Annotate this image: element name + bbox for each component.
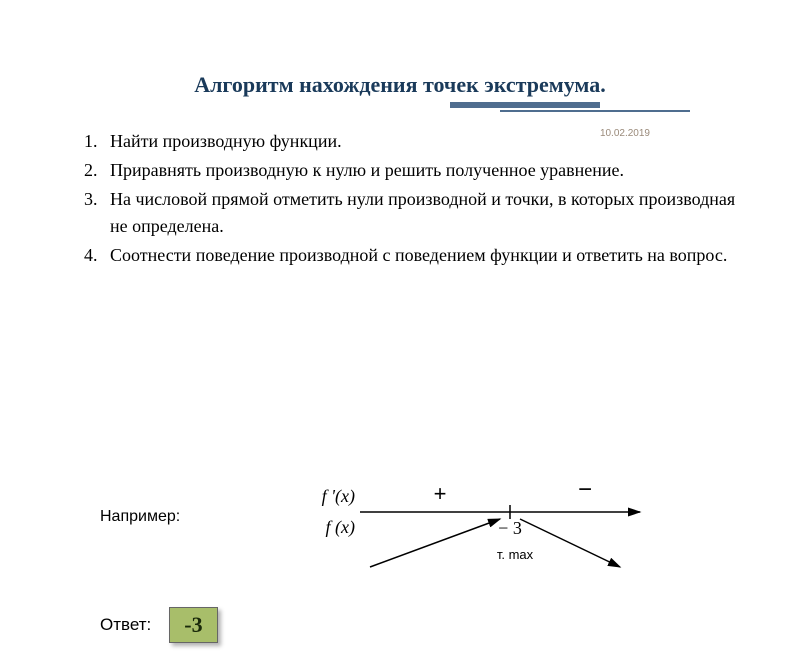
plus-sign: + [434,481,447,506]
max-label: т. max [497,547,534,562]
f-prime-label: f '(x) [322,486,355,507]
answer-row: Ответ: -3 [100,607,218,643]
minus-sign: − [578,476,592,503]
list-item: Приравнять производную к нулю и решить п… [102,157,740,184]
point-label: − 3 [498,518,522,538]
answer-label: Ответ: [100,615,151,635]
page-title: Алгоритм нахождения точек экстремума. [0,72,800,98]
example-section: Например: f '(x) f (x) + − − 3 т. max [100,467,760,587]
steps-list: Найти производную функции. Приравнять пр… [70,128,740,269]
f-label: f (x) [326,517,355,538]
decorative-bar [450,102,680,114]
bar-thin [500,110,690,112]
number-line-diagram: f '(x) f (x) + − − 3 т. max [300,467,660,587]
answer-box: -3 [169,607,217,643]
date-text: 10.02.2019 [600,128,650,139]
example-label: Например: [100,507,200,526]
list-item: Соотнести поведение производной с поведе… [102,242,740,269]
list-item: На числовой прямой отметить нули произво… [102,186,740,240]
bar-thick [450,102,600,108]
